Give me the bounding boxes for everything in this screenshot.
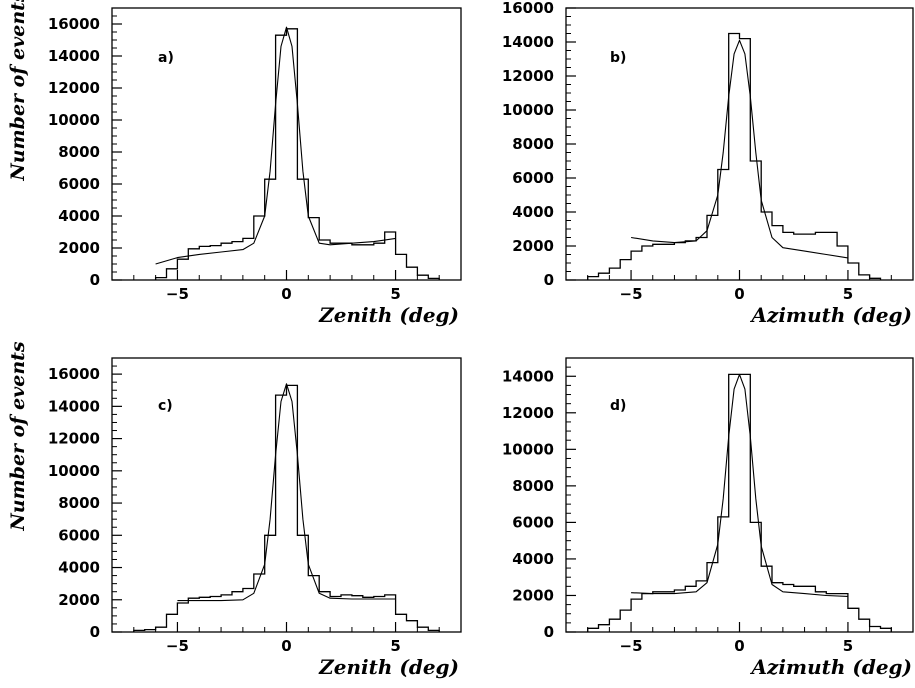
x-tick-label: −5 [166, 285, 189, 303]
y-tick-label: 10000 [48, 111, 100, 129]
x-tick-label: 0 [281, 637, 291, 655]
x-tick-label: 5 [390, 285, 400, 303]
panel-label: d) [610, 398, 626, 414]
y-tick-label: 16000 [502, 0, 554, 17]
y-tick-label: 0 [544, 271, 554, 289]
y-tick-label: 6000 [58, 526, 100, 544]
y-tick-label: 12000 [48, 79, 100, 97]
x-tick-label: −5 [620, 285, 643, 303]
x-tick-label: −5 [166, 637, 189, 655]
plot-frame [111, 7, 462, 281]
panel-0: 0 2000 4000 6000 8000 10000 12000 14000 16000 −5 0… [7, 0, 462, 327]
y-axis-title: Number of events [7, 0, 29, 182]
fit-curve [155, 26, 396, 265]
panel-2: 0 2000 4000 6000 8000 10000 12000 14000 16000 −5 0… [7, 341, 462, 679]
x-tick-label: 0 [734, 637, 744, 655]
histogram-line [587, 32, 882, 280]
y-tick-label: 14000 [48, 397, 100, 415]
panel-1: 0 2000 4000 6000 8000 10000 12000 14000 16000 −5 0… [502, 0, 914, 327]
y-tick-label: 4000 [58, 207, 100, 225]
y-tick-label: 8000 [512, 477, 554, 495]
histogram-line [587, 373, 892, 632]
y-tick-label: 0 [90, 623, 100, 641]
fit-curve [177, 383, 396, 602]
x-tick-label: 5 [843, 285, 853, 303]
y-axis-title: Number of events [7, 341, 29, 532]
histogram-line [154, 28, 440, 280]
y-tick-label: 0 [544, 623, 554, 641]
histogram-line [133, 384, 440, 632]
y-tick-label: 4000 [512, 550, 554, 568]
panel-label: c) [158, 398, 173, 414]
x-tick-label: 0 [734, 285, 744, 303]
y-tick-label: 10000 [48, 462, 100, 480]
y-tick-label: 6000 [512, 169, 554, 187]
y-tick-label: 8000 [512, 135, 554, 153]
y-tick-label: 14000 [502, 367, 554, 385]
y-tick-label: 16000 [48, 15, 100, 33]
y-tick-label: 16000 [48, 365, 100, 383]
y-tick-label: 2000 [512, 237, 554, 255]
x-tick-label: −5 [620, 637, 643, 655]
x-axis-title: Azimuth (deg) [749, 303, 912, 327]
y-tick-label: 14000 [48, 47, 100, 65]
x-axis-title: Azimuth (deg) [749, 655, 912, 679]
panel-label: b) [610, 50, 626, 66]
y-tick-label: 6000 [512, 513, 554, 531]
y-tick-label: 12000 [48, 430, 100, 448]
y-tick-label: 4000 [58, 559, 100, 577]
y-tick-label: 0 [90, 271, 100, 289]
y-tick-label: 8000 [58, 143, 100, 161]
y-tick-label: 10000 [502, 440, 554, 458]
fit-curve [631, 39, 848, 259]
x-tick-label: 5 [843, 637, 853, 655]
y-tick-label: 2000 [58, 591, 100, 609]
x-tick-label: 0 [281, 285, 291, 303]
y-tick-label: 12000 [502, 404, 554, 422]
y-tick-label: 2000 [58, 239, 100, 257]
y-tick-label: 12000 [502, 67, 554, 85]
panel-label: a) [158, 50, 174, 66]
y-tick-label: 4000 [512, 203, 554, 221]
fit-curve [631, 373, 848, 597]
y-tick-label: 8000 [58, 494, 100, 512]
y-tick-label: 14000 [502, 33, 554, 51]
x-tick-label: 5 [390, 637, 400, 655]
y-tick-label: 6000 [58, 175, 100, 193]
x-axis-title: Zenith (deg) [318, 303, 459, 327]
y-tick-label: 2000 [512, 586, 554, 604]
plot-frame [565, 7, 914, 281]
y-tick-label: 10000 [502, 101, 554, 119]
panel-3: 0 2000 4000 6000 8000 10000 12000 14000 −5 0 5 d) Az… [502, 357, 914, 679]
x-axis-title: Zenith (deg) [318, 655, 459, 679]
